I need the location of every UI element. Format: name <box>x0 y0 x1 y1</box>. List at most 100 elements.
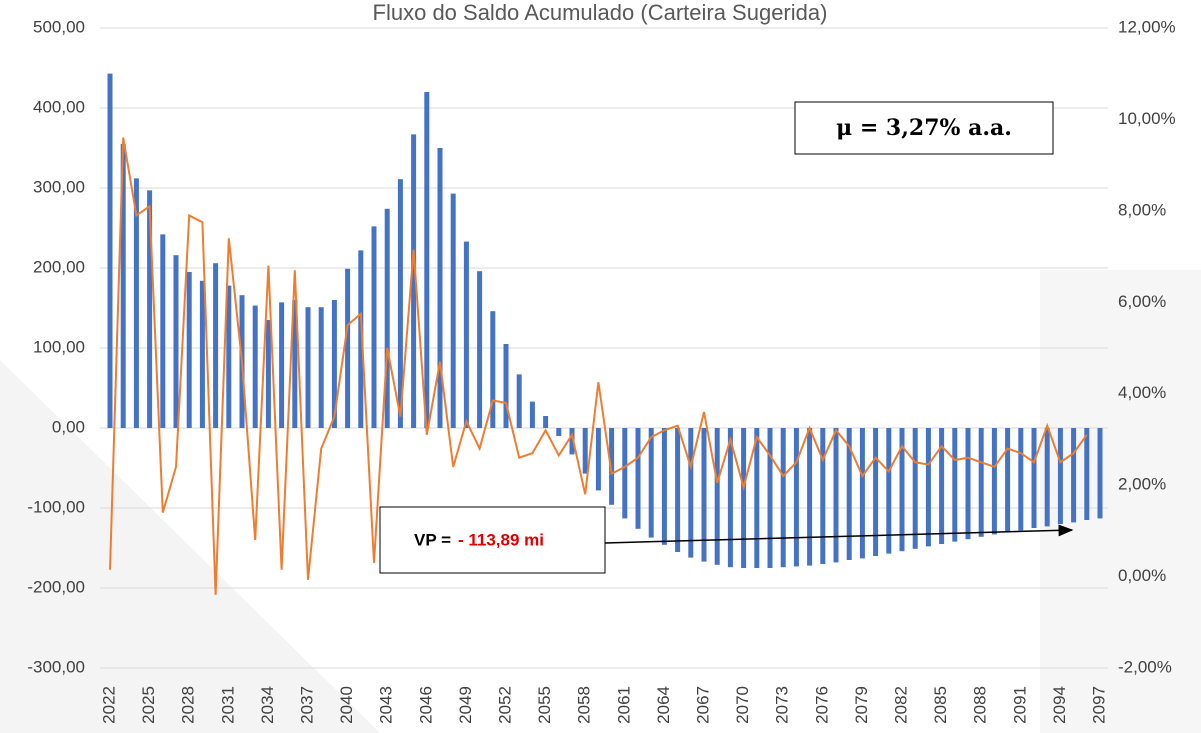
bar <box>780 428 786 568</box>
bar <box>569 428 575 455</box>
x-tick-label: 2091 <box>1010 686 1029 724</box>
bar <box>701 428 707 562</box>
bar <box>648 428 654 538</box>
x-tick-label: 2058 <box>575 686 594 724</box>
y2-tick-label: -2,00% <box>1118 657 1172 676</box>
bar <box>675 428 681 552</box>
y2-tick-label: 8,00% <box>1118 200 1166 219</box>
bar <box>846 428 852 560</box>
bar <box>397 179 403 428</box>
bar <box>714 428 720 565</box>
x-tick-label: 2076 <box>812 686 831 724</box>
bar <box>912 428 918 549</box>
bar <box>741 428 747 568</box>
arrow <box>604 524 1074 544</box>
y-tick-label: 100,00 <box>33 337 85 356</box>
bar <box>107 73 113 428</box>
bar <box>529 401 535 428</box>
x-tick-label: 2055 <box>535 686 554 724</box>
bar <box>635 428 641 529</box>
vp-box <box>379 506 606 574</box>
x-tick-label: 2049 <box>456 686 475 724</box>
bar <box>437 148 443 428</box>
x-tick-label: 2034 <box>258 686 277 724</box>
bar <box>371 226 377 428</box>
bar <box>133 178 139 428</box>
bar <box>424 92 430 428</box>
x-tick-label: 2025 <box>139 686 158 724</box>
x-tick-label: 2052 <box>495 686 514 724</box>
x-tick-label: 2085 <box>931 686 950 724</box>
y-tick-label: 300,00 <box>33 177 85 196</box>
x-tick-label: 2079 <box>852 686 871 724</box>
x-tick-label: 2028 <box>179 686 198 724</box>
bar <box>1044 428 1050 527</box>
x-tick-label: 2097 <box>1089 686 1108 724</box>
bar <box>213 263 219 428</box>
bar <box>1031 428 1037 528</box>
bar <box>873 428 879 556</box>
bar <box>1071 428 1077 523</box>
y-tick-label: -100,00 <box>27 497 85 516</box>
bar <box>173 255 179 428</box>
bar <box>186 272 192 428</box>
bar <box>226 285 232 428</box>
bar <box>279 302 285 428</box>
mu-box <box>794 101 1054 155</box>
bar <box>1057 428 1063 524</box>
y-tick-label: -200,00 <box>27 577 85 596</box>
bar <box>305 307 311 428</box>
bar <box>120 144 126 428</box>
y2-tick-label: 0,00% <box>1118 566 1166 585</box>
y-tick-label: 500,00 <box>33 17 85 36</box>
x-tick-label: 2094 <box>1050 686 1069 724</box>
y-tick-label: 200,00 <box>33 257 85 276</box>
bar <box>1018 428 1024 531</box>
bar <box>965 428 971 540</box>
bar <box>199 280 205 428</box>
x-tick-label: 2031 <box>218 686 237 724</box>
x-tick-label: 2088 <box>971 686 990 724</box>
bar <box>859 428 865 559</box>
x-tick-label: 2064 <box>654 686 673 724</box>
x-tick-label: 2070 <box>733 686 752 724</box>
bar <box>661 428 667 545</box>
background-shape <box>1040 270 1201 733</box>
x-tick-label: 2040 <box>337 686 356 724</box>
bar <box>807 428 813 566</box>
bar <box>450 193 456 428</box>
mu-label: μ = 3,27% a.a. <box>836 115 1012 141</box>
chart-title: Fluxo do Saldo Acumulado (Carteira Suger… <box>373 0 828 25</box>
bar <box>265 320 271 428</box>
x-tick-label: 2022 <box>99 686 118 724</box>
bar <box>595 428 601 491</box>
x-tick-label: 2073 <box>773 686 792 724</box>
y2-tick-label: 6,00% <box>1118 292 1166 311</box>
bar <box>477 271 483 428</box>
bar <box>345 268 351 428</box>
plot-area: -300,00 -200,00 -100,00 0,00 100,00 200,00 300… <box>27 17 1175 723</box>
bar <box>820 428 826 564</box>
bar <box>331 300 337 428</box>
y2-tick-label: 12,00% <box>1118 17 1176 36</box>
bar <box>978 428 984 537</box>
bar <box>886 428 892 554</box>
bar <box>582 428 588 474</box>
x-tick-label: 2082 <box>891 686 910 724</box>
bar <box>754 428 760 568</box>
bar <box>318 307 324 428</box>
x-tick-label: 2046 <box>416 686 435 724</box>
bar <box>727 428 733 568</box>
background-shape <box>0 360 380 733</box>
bar <box>292 300 298 428</box>
bar <box>463 241 469 428</box>
line <box>109 137 1088 595</box>
bar <box>503 344 509 428</box>
bar <box>160 234 166 428</box>
vp-value: - 113,89 mi <box>458 530 544 549</box>
x-tick-label: 2061 <box>614 686 633 724</box>
bar <box>833 428 839 563</box>
bar <box>1005 428 1011 532</box>
bar <box>622 428 628 519</box>
